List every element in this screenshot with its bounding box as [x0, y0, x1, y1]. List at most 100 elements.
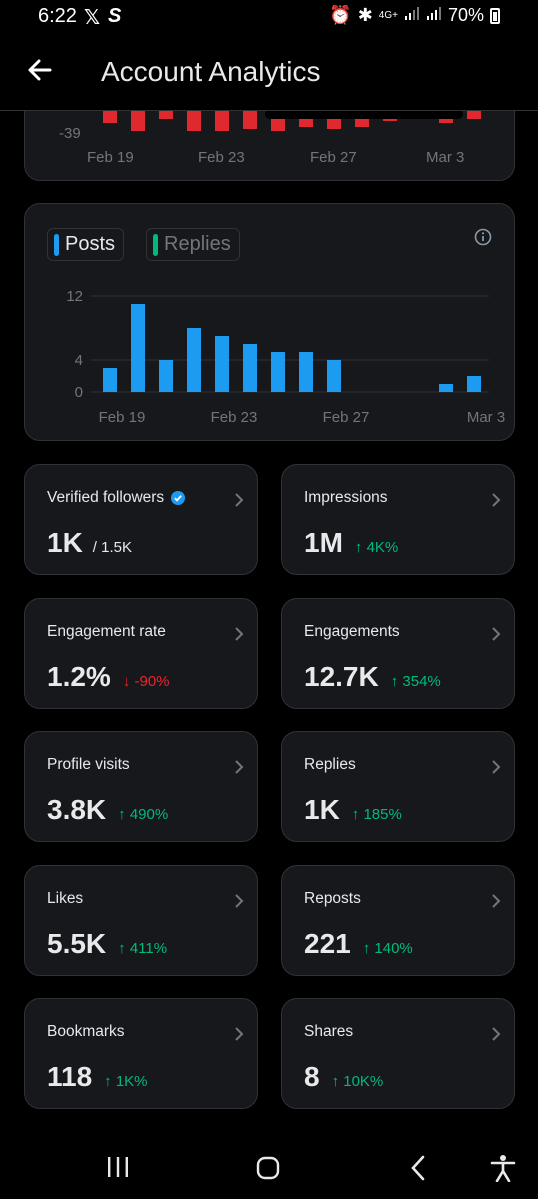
neg-bar: [103, 109, 117, 123]
stat-label: Likes: [47, 890, 84, 907]
y-tick-label: 4: [75, 352, 83, 369]
y-tick-label: -39: [59, 125, 81, 142]
stat-change: ↑ 4K%: [354, 539, 399, 556]
stat-label: Impressions: [304, 489, 388, 506]
legend-posts-label: Posts: [65, 233, 116, 255]
stat-value: 5.5K: [47, 928, 107, 959]
x-tick-label: Feb 23: [211, 409, 258, 426]
neg-bar: [131, 109, 145, 131]
stat-label: Verified followers: [47, 489, 165, 506]
alarm-icon: ⏰: [329, 5, 352, 25]
status-time: 6:22: [38, 5, 77, 27]
stat-value: 8: [304, 1061, 320, 1092]
stat-card-impressions[interactable]: Impressions 1M ↑ 4K%: [281, 464, 515, 575]
stat-change: ↑ 411%: [118, 940, 168, 957]
posts-bar[interactable]: [327, 360, 341, 392]
back-nav-icon[interactable]: [408, 1155, 428, 1181]
x-tick-label: Feb 23: [198, 149, 245, 166]
home-icon[interactable]: [256, 1156, 280, 1180]
stat-label: Bookmarks: [47, 1023, 125, 1040]
stat-label: Engagements: [304, 623, 400, 640]
neg-bar: [187, 109, 201, 131]
stat-card-verified-followers[interactable]: Verified followers 1K / 1.5K: [24, 464, 258, 575]
stat-card-replies[interactable]: Replies 1K ↑ 185%: [281, 731, 515, 842]
stat-label: Shares: [304, 1023, 354, 1040]
stat-change: ↑ 490%: [118, 806, 169, 823]
battery-percent: 70%: [447, 5, 484, 25]
stat-value: 1K: [47, 527, 83, 558]
activity-chart: 0 4 12 Feb 19 Feb 23 Feb 27 Mar 3: [66, 288, 505, 426]
posts-bar[interactable]: [243, 344, 257, 392]
stat-card-profile-visits[interactable]: Profile visits 3.8K ↑ 490%: [24, 731, 258, 842]
stat-change: ↑ 10K%: [331, 1073, 384, 1090]
stat-card-engagement-rate[interactable]: Engagement rate 1.2% ↓ -90%: [24, 598, 258, 709]
stat-card-engagements[interactable]: Engagements 12.7K ↑ 354%: [281, 598, 515, 709]
stat-card-bookmarks[interactable]: Bookmarks 118 ↑ 1K%: [24, 998, 258, 1109]
chevron-right-icon: [492, 1027, 501, 1041]
y-tick-label: 12: [66, 288, 83, 305]
x-tick-label: Feb 27: [323, 409, 370, 426]
info-icon[interactable]: [474, 228, 492, 246]
network-type: 4G+: [378, 10, 398, 21]
chevron-right-icon: [492, 760, 501, 774]
chart-legend: Posts Replies: [47, 228, 240, 261]
x-tick-label: Feb 27: [310, 149, 357, 166]
posts-bar[interactable]: [271, 352, 285, 392]
status-indicators: ⏰ ✱ 4G+ 70%: [329, 5, 500, 26]
system-nav-bar: [0, 1130, 538, 1199]
stat-card-likes[interactable]: Likes 5.5K ↑ 411%: [24, 865, 258, 976]
accessibility-icon[interactable]: [490, 1154, 516, 1182]
y-tick-label: 0: [75, 384, 83, 401]
legend-replies-label: Replies: [164, 233, 231, 255]
posts-bar[interactable]: [159, 360, 173, 392]
posts-bar[interactable]: [299, 352, 313, 392]
posts-bar[interactable]: [215, 336, 229, 392]
neg-bar: [159, 109, 173, 119]
neg-bar: [243, 109, 257, 129]
replies-swatch: [153, 233, 159, 256]
legend-replies[interactable]: Replies: [146, 228, 240, 261]
posts-bar[interactable]: [103, 368, 117, 392]
posts-bar[interactable]: [467, 376, 481, 392]
battery-icon: [490, 7, 500, 24]
back-arrow-icon[interactable]: [24, 54, 56, 86]
bluetooth-icon: ✱: [357, 5, 373, 25]
x-tick-label: Mar 3: [467, 409, 505, 426]
chevron-right-icon: [235, 1027, 244, 1041]
stat-label: Replies: [304, 756, 356, 773]
stat-card-shares[interactable]: Shares 8 ↑ 10K%: [281, 998, 515, 1109]
stat-value: 3.8K: [47, 794, 107, 825]
app-header: Account Analytics: [0, 34, 538, 111]
chevron-right-icon: [492, 493, 501, 507]
stat-value: 221: [304, 928, 351, 959]
stat-value: 1K: [304, 794, 340, 825]
stat-card-reposts[interactable]: Reposts 221 ↑ 140%: [281, 865, 515, 976]
stat-change: ↑ 354%: [390, 673, 441, 690]
posts-bar[interactable]: [131, 304, 145, 392]
activity-chart-card: Posts Replies 0 4 12 Feb 19 Feb 23 Feb 27 Mar …: [24, 203, 515, 441]
neg-bar: [467, 109, 481, 119]
stat-value: 12.7K: [304, 661, 379, 692]
x-tick-label: Mar 3: [426, 149, 464, 166]
chevron-right-icon: [235, 760, 244, 774]
legend-posts[interactable]: Posts: [47, 228, 125, 261]
stat-value: 118: [47, 1061, 93, 1092]
chevron-right-icon: [235, 894, 244, 908]
recent-apps-icon[interactable]: [106, 1156, 130, 1178]
stat-value: 1M: [304, 527, 343, 558]
posts-bar[interactable]: [439, 384, 453, 392]
stat-change: ↑ 1K%: [104, 1073, 148, 1090]
signal-icon: [404, 5, 420, 26]
x-tick-label: Feb 19: [87, 149, 134, 166]
chevron-right-icon: [235, 627, 244, 641]
stat-value: 1.2%: [47, 661, 111, 692]
chart-tooltip-edge: [265, 109, 463, 119]
x-tick-label: Feb 19: [99, 409, 146, 426]
stat-total: / 1.5K: [92, 539, 132, 556]
chevron-right-icon: [235, 493, 244, 507]
page-title: Account Analytics: [101, 56, 321, 87]
verified-badge-icon: [171, 491, 186, 505]
s-app-icon: S: [108, 5, 122, 27]
chevron-right-icon: [492, 894, 501, 908]
posts-bar[interactable]: [187, 328, 201, 392]
